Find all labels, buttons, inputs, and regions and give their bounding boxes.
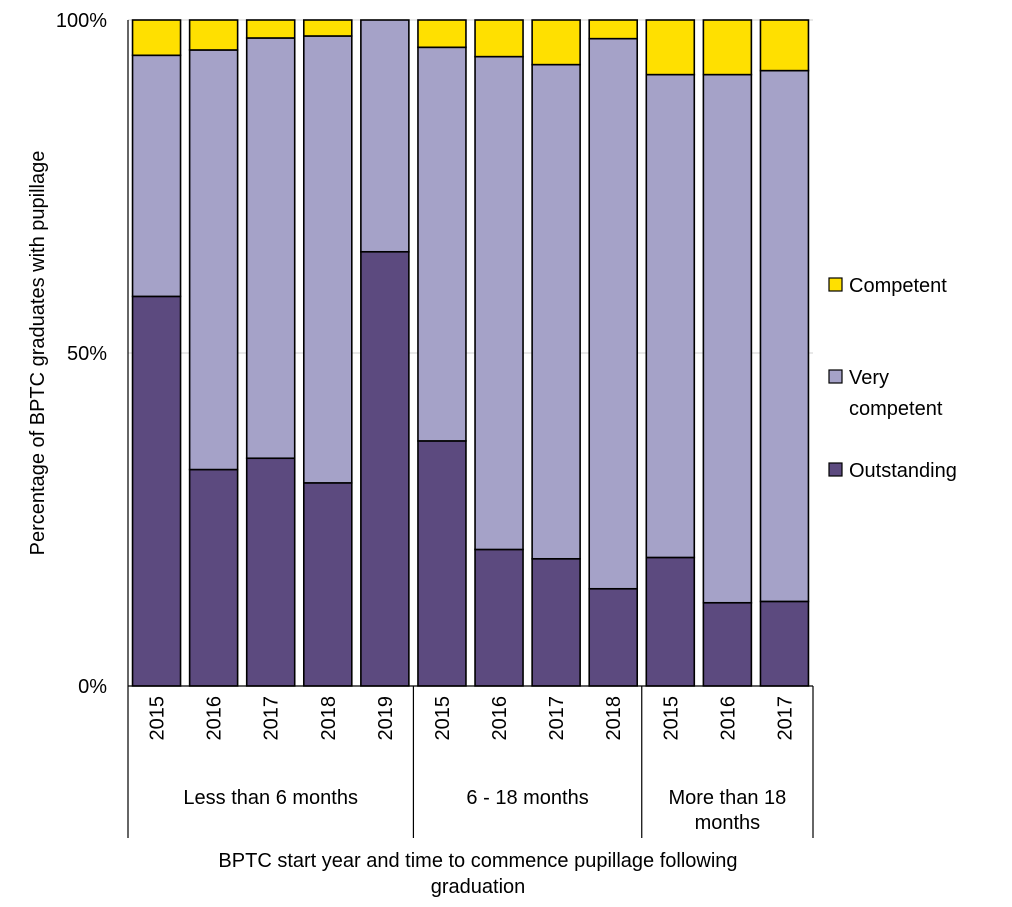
legend-swatch [828, 277, 843, 292]
legend-label: Very competent [849, 367, 943, 420]
bar-segment-outstanding [759, 600, 810, 687]
bar-segment-very-competent [417, 46, 467, 442]
y-tick-label: 100% [56, 10, 107, 32]
bar-segment-outstanding [302, 482, 353, 687]
bar-segment-competent [759, 19, 810, 72]
legend: Competent Very competent Outstanding [828, 275, 957, 482]
x-tick-label: 2016 [489, 696, 511, 741]
legend-swatch [828, 462, 843, 477]
bar-segment-very-competent [188, 49, 239, 471]
bar-segment-outstanding [131, 295, 182, 687]
y-tick-label: 0% [78, 676, 107, 698]
x-tick-label: 2017 [261, 696, 283, 741]
bar-segment-outstanding [417, 440, 467, 687]
bar-segment-very-competent [302, 35, 353, 484]
bar-segment-outstanding [360, 250, 410, 687]
bar-segment-outstanding [474, 548, 524, 687]
x-tick-label: 2017 [774, 696, 796, 741]
legend-label: Competent [849, 275, 947, 297]
legend-swatch [828, 369, 843, 384]
bars [131, 19, 810, 687]
bar-segment-competent [417, 19, 467, 49]
category-groups: Less than 6 months 6 - 18 months More than… [127, 686, 814, 838]
bar-segment-competent [131, 19, 182, 57]
bar-segment-competent [302, 19, 353, 37]
x-tick-label: 2018 [603, 696, 625, 741]
x-tick-label: 2019 [375, 696, 397, 741]
bar-segment-very-competent [360, 19, 410, 253]
bar-segment-very-competent [531, 63, 581, 560]
bar-segment-very-competent [474, 55, 524, 551]
y-tick-labels: 0% 50% 100% [56, 10, 107, 698]
group-label: 6 - 18 months [466, 787, 588, 809]
x-tick-label: 2016 [717, 696, 739, 741]
y-axis-label: Percentage of BPTC graduates with pupill… [27, 151, 49, 556]
bar-segment-very-competent [245, 37, 296, 460]
bar-segment-competent [702, 19, 753, 76]
x-tick-label: 2018 [318, 696, 340, 741]
y-tick-label: 50% [67, 343, 107, 365]
bar-segment-competent [588, 19, 639, 40]
legend-label: Outstanding [849, 460, 957, 482]
bar-segment-outstanding [588, 587, 639, 687]
bar-segment-very-competent [131, 54, 182, 298]
bar-segment-competent [188, 19, 239, 51]
x-axis-label: BPTC start year and time to commence pup… [218, 850, 737, 898]
x-tick-labels: 2015 2016 2017 2018 2019 2015 2016 2017 2018 2015… [147, 696, 797, 741]
x-tick-label: 2017 [546, 696, 568, 741]
x-tick-label: 2015 [432, 696, 454, 741]
bar-segment-outstanding [188, 468, 239, 687]
group-label: Less than 6 months [183, 787, 358, 809]
bar-segment-competent [531, 19, 581, 66]
bar-segment-outstanding [645, 556, 696, 687]
bar-segment-competent [474, 19, 524, 58]
axes [127, 20, 813, 687]
bar-segment-outstanding [702, 601, 753, 687]
bar-segment-very-competent [702, 73, 753, 604]
bar-segment-competent [645, 19, 696, 76]
bar-segment-very-competent [645, 73, 696, 559]
group-label: More than 18 months [668, 787, 786, 834]
bar-segment-outstanding [245, 457, 296, 687]
bar-segment-outstanding [531, 557, 581, 687]
gridlines [128, 19, 813, 354]
x-tick-label: 2016 [204, 696, 226, 741]
bar-segment-very-competent [588, 37, 639, 590]
bar-segment-very-competent [759, 69, 810, 603]
bar-segment-competent [245, 19, 296, 39]
x-tick-label: 2015 [660, 696, 682, 741]
x-tick-label: 2015 [147, 696, 169, 741]
